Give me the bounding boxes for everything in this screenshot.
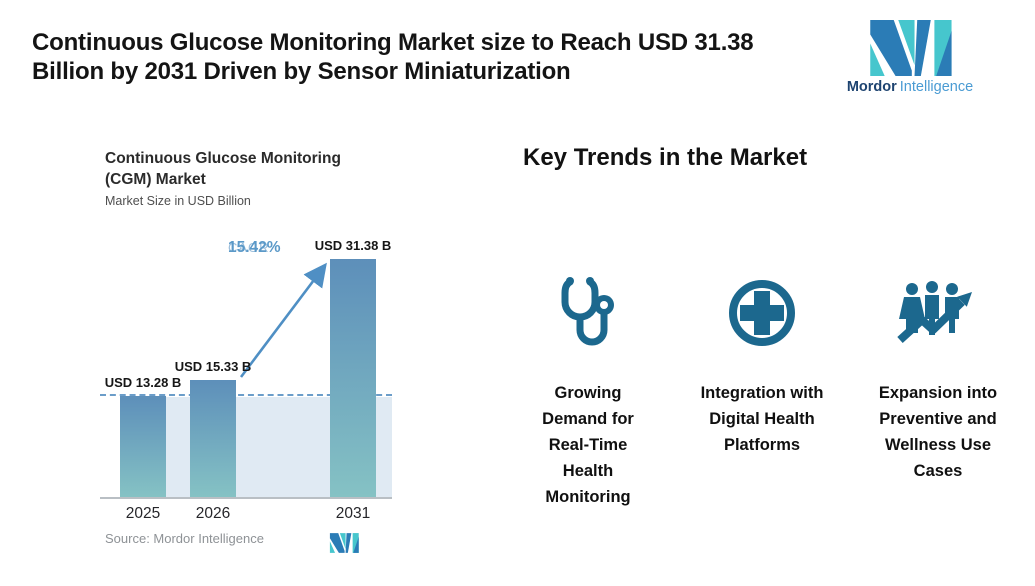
brand-name-bold: Mordor xyxy=(846,79,897,95)
trend-caption: Expansion into Preventive and Wellness U… xyxy=(878,384,998,480)
mordor-logo-icon xyxy=(863,20,957,76)
cagr-value: 15.42% xyxy=(228,239,281,256)
trend-item-wellness-expansion: Expansion into Preventive and Wellness U… xyxy=(853,276,1023,484)
people-growth-icon xyxy=(896,276,980,350)
trend-item-real-time-monitoring: Growing Demand for Real-Time Health Moni… xyxy=(503,276,673,510)
stethoscope-icon xyxy=(558,276,618,350)
bar-2031 xyxy=(330,259,376,497)
trend-caption: Integration with Digital Health Platform… xyxy=(700,384,824,454)
cagr-growth-arrow xyxy=(239,262,327,378)
chart-subtitle: Market Size in USD Billion xyxy=(105,194,251,208)
source-attribution: Source: Mordor Intelligence xyxy=(105,531,264,546)
page-title: Continuous Glucose Monitoring Market siz… xyxy=(32,29,754,85)
x-axis-label: 2025 xyxy=(125,505,161,522)
trend-item-digital-health: Integration with Digital Health Platform… xyxy=(677,276,847,458)
chart-title: Continuous Glucose Monitoring (CGM) Mark… xyxy=(105,150,341,188)
bar-chart-plot-area: CAGR 15.42% USD 13.28 B 2025 USD 15.33 B 20… xyxy=(100,237,392,522)
mordor-mini-logo-icon xyxy=(328,533,360,553)
bar-2026 xyxy=(190,380,236,497)
bar-value-label: USD 13.28 B xyxy=(104,375,182,390)
brand-name-light: Intelligence xyxy=(899,79,974,95)
bar-value-label: USD 31.38 B xyxy=(314,238,392,253)
cagr-label: CAGR xyxy=(228,240,270,255)
trends-section-heading: Key Trends in the Market xyxy=(523,144,808,171)
x-axis-label: 2026 xyxy=(195,505,231,522)
bar-2025 xyxy=(120,396,166,497)
reference-dashed-line xyxy=(100,394,392,396)
x-axis-label: 2031 xyxy=(335,505,371,522)
trend-caption: Growing Demand for Real-Time Health Moni… xyxy=(542,384,634,506)
bar-value-label: USD 15.33 B xyxy=(174,359,252,374)
logo-wordmark: Mordor Intelligence xyxy=(847,79,973,95)
mordor-intelligence-logo: Mordor Intelligence xyxy=(845,20,975,95)
medical-cross-icon xyxy=(726,276,798,350)
